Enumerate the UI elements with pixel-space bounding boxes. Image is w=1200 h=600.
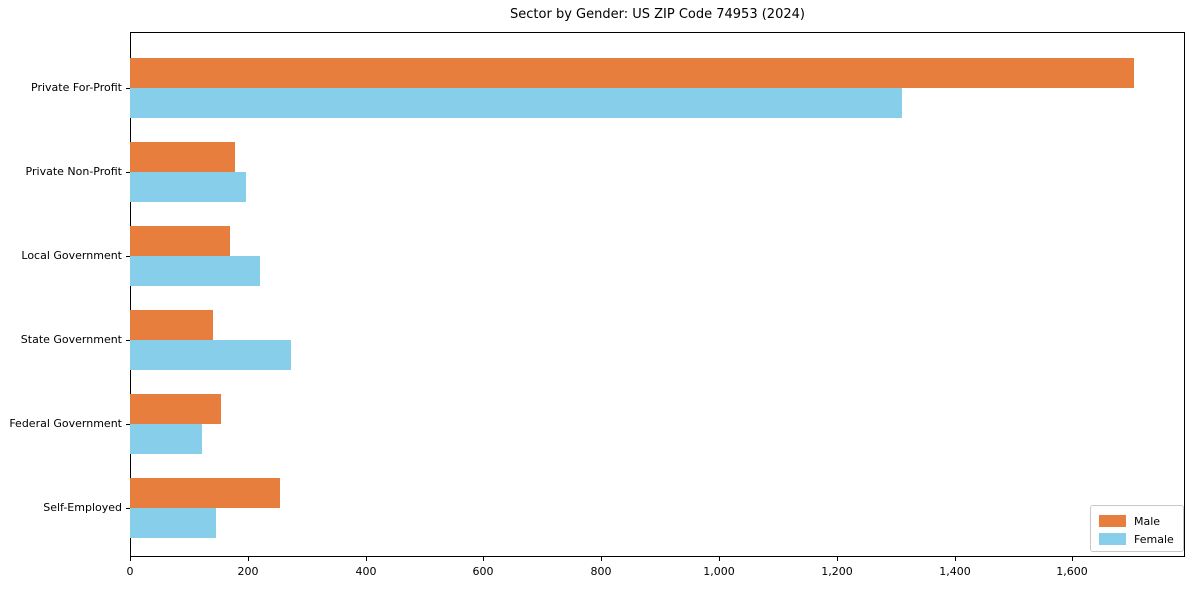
y-tick-mark (126, 508, 130, 509)
x-tick-mark (837, 557, 838, 561)
bar-male-state-government (130, 310, 213, 340)
y-tick-mark (126, 172, 130, 173)
bar-male-private-non-profit (130, 142, 235, 172)
x-tick-mark (1072, 557, 1073, 561)
y-tick-label-state-government: State Government (20, 333, 122, 346)
bar-male-private-for-profit (130, 58, 1134, 88)
x-tick-mark (955, 557, 956, 561)
bar-female-private-for-profit (130, 88, 902, 118)
plot-area (130, 32, 1185, 557)
bar-female-federal-government (130, 424, 202, 454)
x-tick-label: 400 (355, 565, 377, 578)
y-tick-label-private-for-profit: Private For-Profit (31, 81, 122, 94)
y-tick-label-local-government: Local Government (21, 249, 122, 262)
bar-male-federal-government (130, 394, 221, 424)
bar-female-self-employed (130, 508, 216, 538)
legend-label-female: Female (1134, 532, 1174, 546)
x-tick-label: 1,600 (1056, 565, 1088, 578)
x-tick-label: 1,200 (821, 565, 853, 578)
legend-item-male: Male (1099, 512, 1175, 530)
bar-female-local-government (130, 256, 260, 286)
bar-female-private-non-profit (130, 172, 246, 202)
y-tick-label-federal-government: Federal Government (9, 417, 122, 430)
bar-male-self-employed (130, 478, 280, 508)
legend-label-male: Male (1134, 514, 1161, 528)
x-tick-mark (601, 557, 602, 561)
x-tick-label: 0 (126, 565, 134, 578)
x-tick-mark (719, 557, 720, 561)
x-tick-label: 1,400 (939, 565, 971, 578)
x-tick-label: 1,000 (703, 565, 735, 578)
legend: Male Female (1090, 505, 1184, 552)
x-tick-mark (130, 557, 131, 561)
x-tick-label: 800 (590, 565, 612, 578)
y-tick-mark (126, 88, 130, 89)
legend-swatch-female (1099, 533, 1126, 545)
y-tick-mark (126, 340, 130, 341)
legend-item-female: Female (1099, 530, 1175, 548)
bar-male-local-government (130, 226, 230, 256)
y-tick-label-self-employed: Self-Employed (43, 501, 122, 514)
x-tick-mark (248, 557, 249, 561)
legend-swatch-male (1099, 515, 1126, 527)
chart-title: Sector by Gender: US ZIP Code 74953 (202… (510, 7, 805, 22)
y-tick-label-private-non-profit: Private Non-Profit (25, 165, 122, 178)
x-tick-label: 600 (472, 565, 494, 578)
y-tick-mark (126, 424, 130, 425)
x-tick-label: 200 (237, 565, 259, 578)
x-tick-mark (366, 557, 367, 561)
bar-female-state-government (130, 340, 291, 370)
y-tick-mark (126, 256, 130, 257)
x-tick-mark (483, 557, 484, 561)
